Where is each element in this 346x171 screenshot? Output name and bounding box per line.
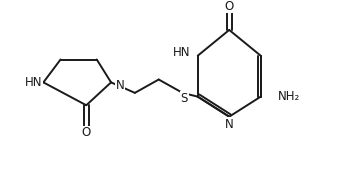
Text: O: O bbox=[82, 126, 91, 139]
Text: HN: HN bbox=[173, 46, 190, 59]
Text: S: S bbox=[181, 92, 188, 105]
Text: N: N bbox=[225, 118, 234, 131]
Text: HN: HN bbox=[25, 76, 43, 89]
Text: O: O bbox=[225, 0, 234, 13]
Text: NH₂: NH₂ bbox=[278, 90, 300, 103]
Text: N: N bbox=[116, 79, 125, 92]
